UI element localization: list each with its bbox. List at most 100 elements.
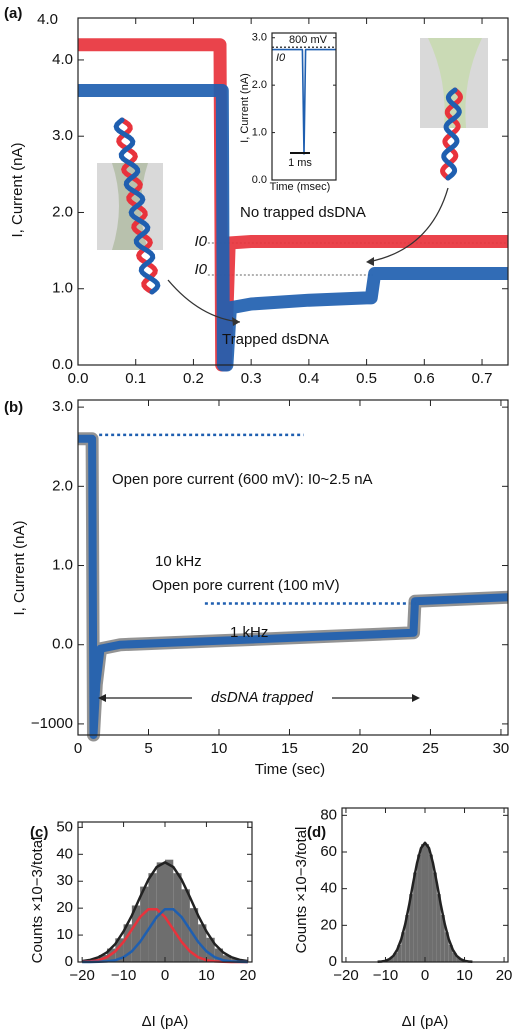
arrow (367, 187, 449, 263)
annotation: 800 mV (289, 34, 328, 46)
x-tick-label: 0.0 (68, 370, 89, 387)
histogram-bar (165, 859, 174, 962)
histogram-bar (456, 957, 461, 962)
x-tick-label: 30 (493, 740, 510, 757)
histogram-bar (123, 924, 132, 962)
annotation: I0 (194, 233, 207, 250)
x-tick-label: 0 (421, 967, 429, 984)
y-tick-label: 0.0 (52, 356, 73, 373)
histogram-bar (131, 905, 141, 962)
x-axis-label: ΔI (pA) (402, 1013, 449, 1030)
annotation: 4.0 (37, 11, 58, 28)
histogram-bar (198, 924, 207, 962)
x-tick-label: 20 (240, 967, 257, 984)
histogram-bar (452, 953, 457, 962)
x-axis-label: Time (sec) (255, 761, 325, 778)
histogram-bar (206, 937, 215, 962)
histogram-bar (413, 872, 418, 962)
y-tick-label: 80 (320, 806, 337, 823)
y-axis-label: I, Current (nA) (9, 142, 26, 237)
y-axis-label: I, Current (nA) (11, 520, 28, 615)
x-tick-label: 10 (456, 967, 473, 984)
x-tick-label: 10 (211, 740, 228, 757)
x-tick-label: −20 (333, 967, 358, 984)
histogram-bar (417, 854, 422, 962)
series-label: Trapped dsDNA (222, 331, 329, 348)
annotation: I0 (194, 261, 207, 278)
y-tick-label: 60 (320, 843, 337, 860)
x-tick-label: 0.1 (125, 370, 146, 387)
y-tick-label: 20 (320, 916, 337, 933)
y-tick-label: 3.0 (52, 127, 73, 144)
y-tick-label: 2.0 (52, 203, 73, 220)
series-label: 1 kHz (230, 624, 268, 641)
x-tick-label: 0.7 (472, 370, 493, 387)
x-tick-label: 20 (496, 967, 513, 984)
panel-label: (d) (307, 824, 326, 841)
fit-curve (377, 841, 473, 964)
x-tick-label: 0.4 (298, 370, 319, 387)
fit-curve (82, 907, 248, 964)
y-tick-label: 40 (320, 880, 337, 897)
y-tick-label: 2.0 (252, 79, 267, 91)
trace (78, 434, 509, 739)
plot-frame (77, 399, 509, 736)
panel: −20 −10 0 10 20 0 20 40 60 80(d)Counts ×10−3/tota… (293, 806, 512, 1030)
histogram-bar (140, 886, 149, 962)
y-tick-label: 1.0 (52, 280, 73, 297)
x-tick-label: −20 (69, 967, 94, 984)
panel: 10 kHz 1 kHz 0 5 10 15 20 25 30 −1000 0.0 1.0 2.0 3.0… (4, 398, 509, 778)
x-axis-label: Time (msec) (270, 181, 331, 193)
panel: 0.0 1.0 2.0 3.0 I, Current (nA) Time (msec) 80… (236, 29, 342, 198)
histogram-bar (181, 889, 190, 962)
annotation: dsDNA trapped (211, 689, 314, 706)
x-tick-label: 15 (281, 740, 298, 757)
y-tick-label: 20 (56, 899, 73, 916)
histogram-bar (115, 938, 124, 962)
panel-label: (c) (30, 824, 48, 841)
dna-helix (113, 117, 161, 295)
x-axis-label: ΔI (pA) (142, 1013, 189, 1030)
histogram-bar (409, 894, 414, 962)
y-tick-label: 0.0 (52, 636, 73, 653)
panel: No trapped dsDNA Trapped dsDNA 0.0 0.1 0.2 0.… (4, 5, 509, 387)
histogram-bar (421, 844, 425, 962)
trace (78, 84, 508, 372)
y-tick-label: −1000 (31, 715, 73, 732)
y-tick-label: 50 (56, 818, 73, 835)
histogram-bar (173, 873, 182, 962)
x-tick-label: −10 (373, 967, 398, 984)
annotation: Open pore current (600 mV): I0~2.5 nA (112, 471, 373, 488)
histogram-bar (405, 915, 410, 962)
histogram-bar (432, 872, 437, 962)
histogram-bar (425, 844, 429, 962)
fit-curve (81, 861, 249, 963)
inset-background (236, 29, 342, 198)
y-tick-label: 40 (56, 845, 73, 862)
histogram-bar (148, 873, 157, 962)
pore-channel (428, 38, 482, 128)
x-tick-label: 25 (422, 740, 439, 757)
y-tick-label: 30 (56, 872, 73, 889)
x-tick-label: 0.3 (241, 370, 262, 387)
y-tick-label: 0.0 (252, 174, 267, 186)
y-tick-label: 0 (65, 953, 73, 970)
panel-label: (a) (4, 5, 22, 22)
y-tick-label: 1.0 (252, 126, 267, 138)
y-axis-label: I, Current (nA) (239, 73, 251, 143)
illustrations (97, 38, 488, 702)
histogram-bar (393, 953, 398, 962)
plot-frame (271, 32, 337, 181)
histogram-bar (448, 944, 453, 962)
annotation: I0 (276, 52, 286, 64)
x-tick-label: 5 (144, 740, 152, 757)
y-tick-label: 2.0 (52, 477, 73, 494)
histogram-bar (436, 894, 441, 962)
arrow-head (232, 317, 240, 326)
histogram-bar (444, 932, 449, 962)
x-tick-label: −10 (111, 967, 136, 984)
histogram-bar (389, 957, 394, 962)
y-tick-label: 10 (56, 926, 73, 943)
histogram-bar (401, 932, 406, 962)
histogram-bar (428, 854, 433, 962)
